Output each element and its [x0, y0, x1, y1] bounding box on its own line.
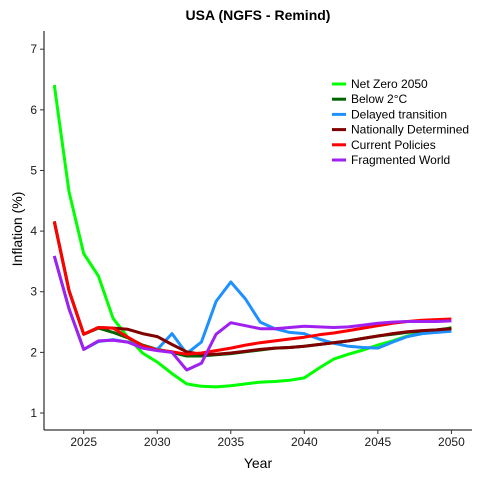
y-tick-label: 5 [30, 163, 37, 177]
legend-item: Below 2°C [332, 92, 407, 106]
y-tick-label: 7 [30, 42, 37, 56]
legend-item: Nationally Determined [332, 123, 469, 137]
chart-title: USA (NGFS - Remind) [186, 7, 331, 23]
series-line-below-2-c [52, 221, 452, 358]
legend-item: Net Zero 2050 [332, 77, 428, 91]
legend-label: Fragmented World [351, 153, 450, 167]
x-tick-label: 2035 [217, 435, 244, 449]
series-line-fragmented-world [52, 255, 452, 372]
x-tick-label: 2025 [70, 435, 97, 449]
x-tick-label: 2045 [365, 435, 392, 449]
y-tick-label: 4 [30, 224, 37, 238]
x-tick-label: 2040 [291, 435, 318, 449]
series-line-current-policies [52, 221, 452, 356]
x-tick-label: 2030 [144, 435, 171, 449]
x-axis: 2025 2030 2035 2040 2045 2050 [44, 429, 472, 449]
y-axis: 1 2 3 4 5 6 7 [30, 31, 45, 430]
legend-label: Nationally Determined [351, 123, 469, 137]
legend-label: Net Zero 2050 [351, 77, 428, 91]
y-axis-title: Inflation (%) [9, 192, 25, 267]
legend-item: Fragmented World [332, 153, 450, 167]
x-axis-title: Year [244, 455, 273, 471]
legend-label: Current Policies [351, 138, 436, 152]
legend-label: Below 2°C [351, 92, 407, 106]
plot-area [52, 84, 452, 389]
y-tick-label: 3 [30, 285, 37, 299]
legend-item: Current Policies [332, 138, 436, 152]
legend-label: Delayed transition [351, 107, 447, 121]
y-tick-label: 6 [30, 103, 37, 117]
series-line-nationally-determined [52, 221, 452, 356]
x-tick-label: 2050 [438, 435, 465, 449]
y-tick-label: 2 [30, 345, 37, 359]
y-tick-label: 1 [30, 406, 37, 420]
legend-item: Delayed transition [332, 107, 447, 121]
